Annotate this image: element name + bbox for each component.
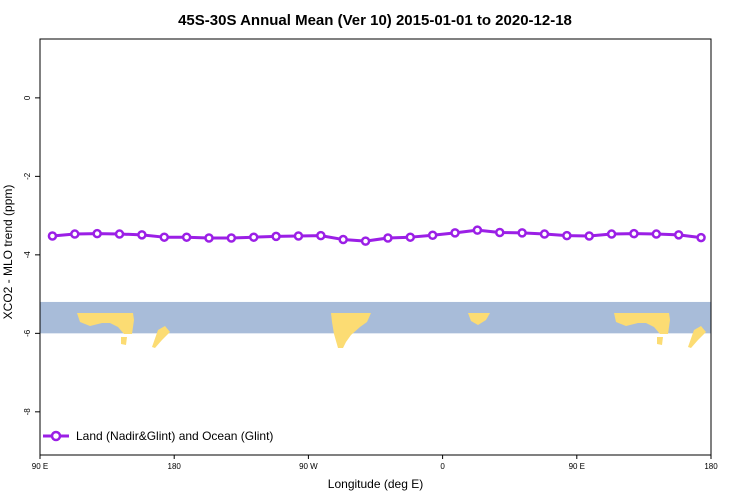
data-point — [539, 229, 550, 239]
data-point — [673, 230, 684, 240]
y-tick-label: -4 — [23, 251, 32, 259]
data-point — [226, 233, 237, 243]
x-tick-label: 90 E — [569, 462, 585, 471]
map-land-south-america — [331, 313, 371, 348]
chart-title: 45S-30S Annual Mean (Ver 10) 2015-01-01 … — [178, 12, 572, 29]
data-point — [495, 227, 505, 238]
data-point — [316, 230, 326, 241]
plot-frame — [39, 38, 712, 456]
data-point — [450, 228, 460, 238]
map-land-new-zealand-repeat — [688, 326, 706, 348]
data-point — [181, 232, 192, 242]
data-point — [92, 228, 102, 239]
map-ocean — [40, 301, 711, 334]
data-point — [517, 228, 527, 238]
data-point — [629, 228, 639, 239]
data-point — [584, 231, 594, 241]
map-land-tasmania — [121, 337, 127, 345]
data-point — [383, 233, 393, 243]
data-point — [137, 230, 147, 240]
x-tick-label: 90 E — [32, 462, 48, 471]
series-layer — [47, 225, 706, 246]
map-land-tasmania-repeat — [657, 337, 663, 345]
data-point — [271, 231, 281, 242]
y-tick-label: -2 — [23, 172, 32, 180]
x-tick-label: 90 W — [299, 462, 318, 471]
data-point — [651, 229, 662, 239]
x-axis-label: Longitude (deg E) — [328, 477, 423, 491]
legend-entry-label: Land (Nadir&Glint) and Ocean (Glint) — [76, 429, 273, 443]
data-point — [204, 233, 214, 243]
data-point — [696, 232, 706, 243]
data-point — [338, 234, 348, 245]
data-point — [360, 236, 371, 246]
background-world-map-band — [40, 301, 711, 348]
data-point — [562, 230, 572, 241]
map-land-africa — [468, 313, 490, 325]
y-axis: 0 -2 -4 -6 -8 — [23, 95, 40, 415]
x-tick-label: 180 — [168, 462, 182, 471]
data-point — [293, 231, 304, 241]
data-point — [47, 231, 58, 241]
x-tick-label: 0 — [440, 462, 445, 471]
data-point — [159, 232, 170, 242]
legend-marker — [50, 430, 62, 442]
data-point — [114, 229, 125, 239]
data-point — [248, 232, 259, 242]
data-point — [70, 229, 80, 239]
data-point — [427, 230, 438, 240]
map-land-australia — [77, 313, 134, 334]
data-point — [405, 232, 416, 242]
y-axis-label: XCO2 - MLO trend (ppm) — [1, 185, 15, 320]
map-land-new-zealand — [152, 326, 170, 348]
map-land-australia-repeat — [614, 313, 670, 334]
y-tick-label: -8 — [23, 408, 32, 416]
data-point — [472, 225, 483, 235]
x-axis: 90 E 180 90 W 0 90 E 180 — [32, 455, 718, 471]
y-tick-label: -6 — [23, 329, 32, 337]
data-point — [606, 229, 617, 239]
y-tick-label: 0 — [23, 95, 32, 100]
legend: Land (Nadir&Glint) and Ocean (Glint) — [43, 429, 273, 443]
x-tick-label: 180 — [704, 462, 718, 471]
series-line-0 — [52, 228, 702, 243]
